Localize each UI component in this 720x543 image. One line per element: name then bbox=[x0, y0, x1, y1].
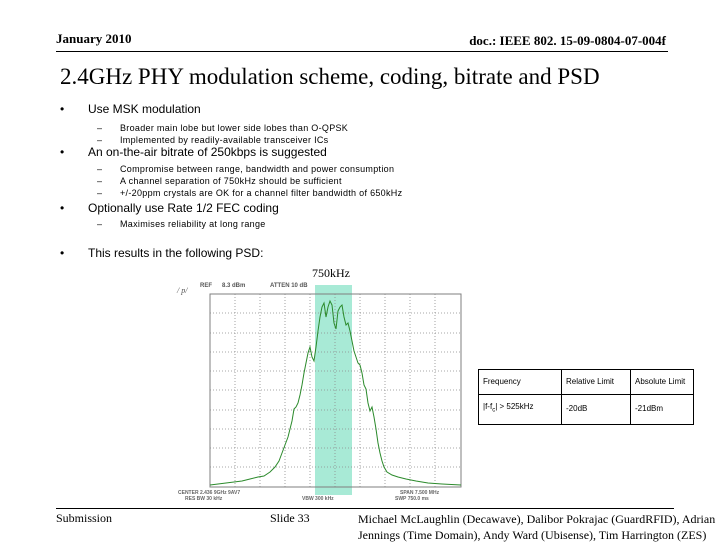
psd-vbw-label: VBW 300 kHz bbox=[302, 496, 334, 502]
sub-bullet-text: +/-20ppm crystals are OK for a channel f… bbox=[120, 188, 403, 198]
header-divider bbox=[56, 51, 668, 52]
sub-bullet-glyph: – bbox=[97, 164, 103, 174]
psd-atten-label: ATTEN 10 dB bbox=[270, 283, 308, 289]
table-row: |f-fc| > 525kHz -20dB -21dBm bbox=[478, 393, 694, 426]
psd-ref-label: REF bbox=[200, 283, 212, 289]
psd-graph bbox=[172, 277, 472, 503]
bandwidth-label: 750kHz bbox=[312, 266, 350, 280]
slide-title: 2.4GHz PHY modulation scheme, coding, bi… bbox=[60, 64, 600, 89]
bullet-text: Use MSK modulation bbox=[88, 102, 201, 116]
table-cell-frequency: |f-fc| > 525kHz bbox=[478, 393, 562, 426]
sub-bullet-text: Broader main lobe but lower side lobes t… bbox=[120, 123, 349, 133]
sub-bullet-glyph: – bbox=[97, 176, 103, 186]
psd-trace bbox=[209, 299, 462, 486]
freq-prefix: |f-f bbox=[483, 402, 493, 412]
psd-ref-value: 8.3 dBm bbox=[222, 283, 246, 289]
table-header-cell: Frequency bbox=[478, 369, 562, 395]
bullet-text: An on-the-air bitrate of 250kbps is sugg… bbox=[88, 145, 327, 159]
limits-table: Frequency Relative Limit Absolute Limit … bbox=[478, 369, 694, 426]
bullet-glyph: • bbox=[60, 201, 65, 215]
bullet-glyph: • bbox=[60, 246, 65, 260]
header-doc-id: doc.: IEEE 802. 15-09-0804-07-004f bbox=[469, 33, 666, 48]
footer-submission: Submission bbox=[56, 511, 113, 525]
psd-span-label: SPAN 7.500 MHz bbox=[400, 490, 440, 496]
psd-sweep-label: SWP 750.0 ms bbox=[395, 496, 429, 502]
sub-bullet-glyph: – bbox=[97, 135, 103, 145]
sub-bullet-text: Compromise between range, bandwidth and … bbox=[120, 164, 395, 174]
table-cell-absolute: -21dBm bbox=[630, 393, 694, 426]
footer-authors: Michael McLaughlin (Decawave), Dalibor P… bbox=[358, 511, 715, 543]
bullet-text: This results in the following PSD: bbox=[88, 246, 264, 260]
footer-authors-line: Jennings (Time Domain), Andy Ward (Ubise… bbox=[358, 528, 707, 542]
table-header-row: Frequency Relative Limit Absolute Limit bbox=[478, 369, 694, 395]
table-header-cell: Relative Limit bbox=[561, 369, 631, 395]
psd-frame bbox=[209, 293, 462, 488]
footer-slide-number: Slide 33 bbox=[270, 511, 310, 525]
psd-y-axis-label: / p/ bbox=[177, 286, 188, 295]
bullet-text: Optionally use Rate 1/2 FEC coding bbox=[88, 201, 279, 215]
sub-bullet-glyph: – bbox=[97, 219, 103, 229]
footer-authors-line: Michael McLaughlin (Decawave), Dalibor P… bbox=[358, 512, 716, 526]
sub-bullet-text: Implemented by readily-available transce… bbox=[120, 135, 329, 145]
psd-rbw-label: RES BW 30 kHz bbox=[185, 496, 223, 502]
bullet-glyph: • bbox=[60, 102, 65, 116]
footer-divider bbox=[56, 508, 674, 509]
bullet-glyph: • bbox=[60, 145, 65, 159]
table-cell-relative: -20dB bbox=[561, 393, 631, 426]
table-header-cell: Absolute Limit bbox=[630, 369, 694, 395]
sub-bullet-glyph: – bbox=[97, 123, 103, 133]
sub-bullet-text: A channel separation of 750kHz should be… bbox=[120, 176, 342, 186]
psd-center-label: CENTER 2.436 9GHz 9AV7 bbox=[178, 490, 241, 496]
psd-grid bbox=[210, 294, 461, 487]
sub-bullet-text: Maximises reliability at long range bbox=[120, 219, 266, 229]
header-date: January 2010 bbox=[56, 31, 132, 46]
psd-plot bbox=[172, 277, 472, 503]
freq-subscript: c bbox=[492, 408, 496, 415]
sub-bullet-glyph: – bbox=[97, 188, 103, 198]
freq-suffix: | > 525kHz bbox=[495, 402, 534, 412]
